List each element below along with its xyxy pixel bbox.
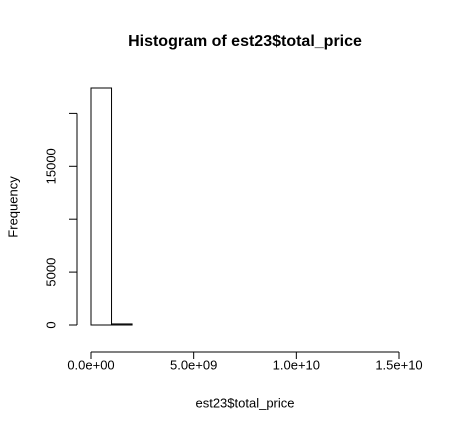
x-tick-label: 0.0e+00 bbox=[67, 357, 114, 372]
x-tick-label: 5.0e+09 bbox=[170, 357, 217, 372]
bar bbox=[111, 323, 133, 326]
chart-title: Histogram of est23$total_price bbox=[128, 33, 362, 50]
y-tick-label: 0 bbox=[43, 321, 58, 328]
y-tick-label: 5000 bbox=[43, 258, 58, 287]
y-tick-label: 15000 bbox=[43, 148, 58, 184]
bar bbox=[90, 87, 113, 326]
y-axis-label: Frequency bbox=[5, 176, 20, 238]
x-axis-label: est23$total_price bbox=[195, 395, 294, 410]
x-tick-label: 1.5e+10 bbox=[375, 357, 422, 372]
x-tick-label: 1.0e+10 bbox=[273, 357, 320, 372]
